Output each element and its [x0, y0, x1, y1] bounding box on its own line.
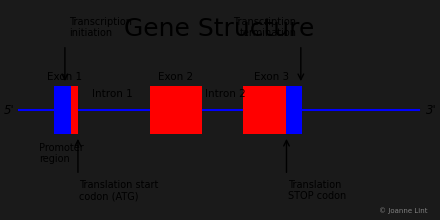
- Bar: [243, 86, 286, 134]
- Bar: [150, 86, 202, 134]
- Text: Promoter
region: Promoter region: [39, 143, 84, 164]
- Bar: [54, 86, 71, 134]
- Text: Transcription
initiation: Transcription initiation: [69, 17, 132, 38]
- Text: © Joanne Lint: © Joanne Lint: [379, 208, 428, 214]
- Bar: [286, 86, 302, 134]
- Text: Translation
STOP codon: Translation STOP codon: [288, 180, 346, 201]
- Bar: [71, 86, 78, 134]
- Text: Exon 1: Exon 1: [48, 72, 82, 82]
- Text: Intron 2: Intron 2: [205, 89, 246, 99]
- Text: 3': 3': [425, 103, 436, 117]
- Text: Exon 2: Exon 2: [158, 72, 193, 82]
- Text: Intron 1: Intron 1: [92, 89, 133, 99]
- Text: Transcription
termination: Transcription termination: [234, 17, 297, 38]
- Text: Gene Structure: Gene Structure: [124, 16, 314, 41]
- Text: Translation start
codon (ATG): Translation start codon (ATG): [79, 180, 159, 201]
- Text: 5': 5': [4, 103, 15, 117]
- Text: Exon 3: Exon 3: [254, 72, 289, 82]
